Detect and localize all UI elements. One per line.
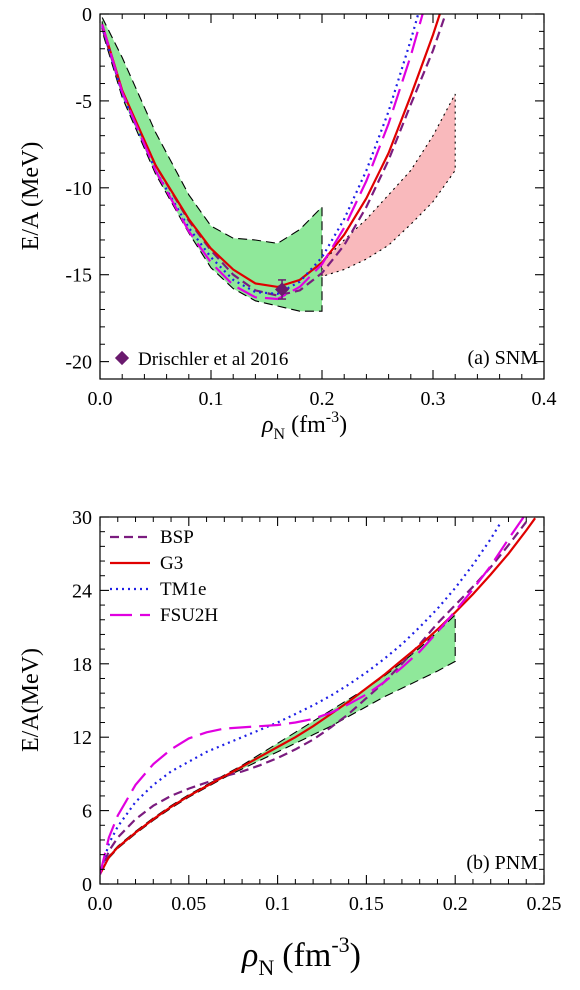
snm-y-axis-title: E/A (MeV) xyxy=(18,142,44,251)
pnm-series-bsp xyxy=(100,521,528,875)
snm-band-pink xyxy=(321,93,456,278)
snm-x-axis-sup: -3 xyxy=(326,409,339,426)
legend-label-fsu2h: FSU2H xyxy=(160,605,218,626)
pnm-band-green xyxy=(100,613,456,875)
snm-series-g3 xyxy=(101,14,442,289)
pnm-panel-label: (b) PNM xyxy=(466,852,538,874)
legend-label-tm1e: TM1e xyxy=(160,579,206,600)
pnm-x-axis-unit: (fm xyxy=(282,937,331,974)
pnm-plot-area xyxy=(100,517,536,875)
pnm-series-fsu2h xyxy=(100,517,525,875)
pnm-x-tick-label: 0.15 xyxy=(349,893,384,915)
pnm-ticks: 0.0 0.05 0.1 0.15 0.2 0.25 0 6 12 18 24 30 xyxy=(72,507,562,915)
pnm-x-axis-sup: -3 xyxy=(331,932,349,957)
snm-x-axis-title: ρN (fm-3) xyxy=(261,409,347,443)
snm-series-tm1e xyxy=(101,14,420,295)
pnm-x-axis-title: ρN (fm-3) xyxy=(241,932,361,980)
snm-data-point xyxy=(274,282,290,297)
snm-x-axis-close: ) xyxy=(339,412,347,438)
snm-y-tick-label: -15 xyxy=(65,265,92,287)
pnm-x-tick-label: 0.0 xyxy=(88,893,113,915)
snm-y-tick-label: -20 xyxy=(65,352,92,374)
panel-snm: 0.0 0.1 0.2 0.3 0.4 0 -5 -10 -15 -20 E/A (MeV) ρN… xyxy=(18,4,557,443)
pnm-y-axis-title: E/A(MeV) xyxy=(18,648,44,752)
snm-clip-group xyxy=(101,14,456,312)
pnm-series-tm1e xyxy=(100,523,501,875)
snm-x-tick-label: 0.4 xyxy=(532,388,557,410)
pnm-axes-frame xyxy=(99,516,545,885)
pnm-clip-group xyxy=(100,517,536,875)
pnm-y-tick-label: 24 xyxy=(72,580,92,602)
snm-x-tick-label: 0.1 xyxy=(199,388,224,410)
snm-x-axis-unit: (fm xyxy=(291,412,326,438)
pnm-x-tick-label: 0.05 xyxy=(171,893,206,915)
snm-band-green xyxy=(101,17,323,312)
pnm-y-tick-label: 0 xyxy=(82,874,92,896)
snm-panel-label: (a) SNM xyxy=(467,347,538,369)
pnm-x-axis-sub: N xyxy=(258,955,274,980)
snm-x-tick-label: 0.0 xyxy=(88,388,113,410)
snm-y-tick-label: -10 xyxy=(65,178,92,200)
pnm-series-g3 xyxy=(100,517,536,875)
snm-plot-area xyxy=(101,14,456,312)
snm-series-fsu2h xyxy=(101,14,424,301)
panel-pnm: 0.0 0.05 0.1 0.15 0.2 0.25 0 6 12 18 24 30 E/A(MeV)… xyxy=(18,507,562,980)
pnm-x-tick-label: 0.2 xyxy=(443,893,468,915)
legend-label-bsp: BSP xyxy=(160,527,194,548)
pnm-y-tick-label: 30 xyxy=(72,507,92,529)
snm-axes-frame xyxy=(99,13,545,380)
snm-x-tick-label: 0.2 xyxy=(310,388,335,410)
pnm-y-tick-label: 18 xyxy=(72,654,92,676)
pnm-legend: BSP G3 TM1e FSU2H xyxy=(110,527,218,626)
pnm-x-tick-label: 0.25 xyxy=(527,893,562,915)
pnm-y-tick-label: 6 xyxy=(82,801,92,823)
snm-ticks: 0.0 0.1 0.2 0.3 0.4 0 -5 -10 -15 -20 xyxy=(65,4,556,410)
snm-x-axis-sub: N xyxy=(274,426,286,443)
snm-legend: Drischler et al 2016 xyxy=(114,349,288,370)
snm-x-tick-label: 0.3 xyxy=(421,388,446,410)
snm-legend-marker xyxy=(114,350,130,366)
legend-label-g3: G3 xyxy=(160,553,183,574)
snm-legend-label: Drischler et al 2016 xyxy=(138,349,288,370)
snm-y-tick-label: 0 xyxy=(82,4,92,26)
pnm-y-tick-label: 12 xyxy=(72,727,92,749)
snm-y-tick-label: -5 xyxy=(75,91,92,113)
pnm-x-tick-label: 0.1 xyxy=(265,893,290,915)
snm-x-axis-rho: ρ xyxy=(261,412,274,438)
pnm-x-axis-rho: ρ xyxy=(241,937,258,974)
pnm-x-axis-close: ) xyxy=(350,937,361,974)
